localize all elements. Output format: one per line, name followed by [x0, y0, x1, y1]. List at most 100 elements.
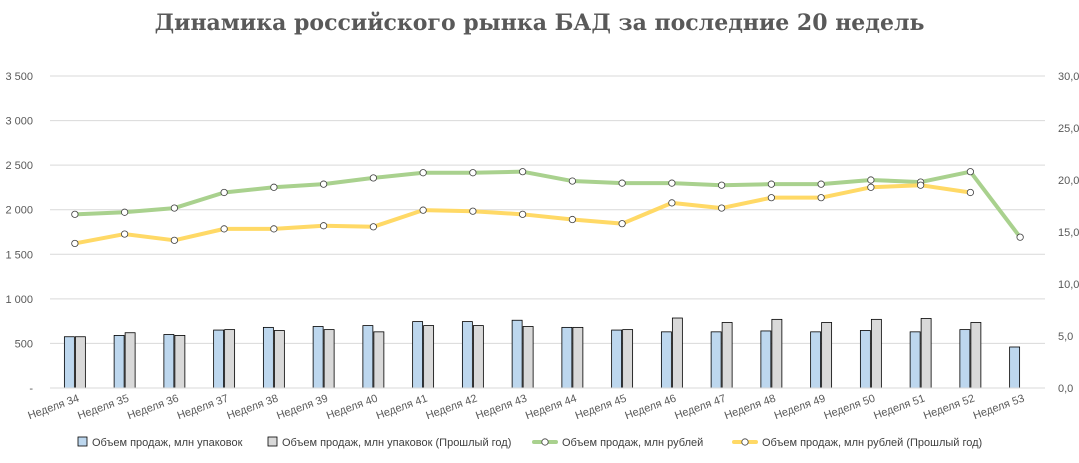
category-label: Неделя 50: [822, 393, 877, 423]
right-axis-tick-label: 25,0: [1058, 123, 1079, 135]
bar: [74, 336, 86, 389]
right-axis-tick-label: 0,0: [1058, 383, 1073, 395]
category-label: Неделя 41: [375, 393, 430, 423]
line-marker: [71, 239, 79, 248]
bar: [163, 334, 175, 389]
bar: [323, 329, 335, 389]
category-label: Неделя 36: [126, 393, 181, 423]
bar: [511, 319, 523, 389]
bar: [859, 330, 871, 389]
bar: [721, 322, 733, 389]
bar: [870, 318, 882, 389]
bar: [959, 329, 971, 389]
line-marker: [767, 194, 775, 202]
line-marker: [618, 220, 626, 228]
line-marker: [369, 174, 377, 182]
legend-swatch: [267, 436, 278, 447]
bar: [273, 330, 285, 389]
line-marker: [966, 168, 974, 176]
chart-title: Динамика российского рынка БАД за послед…: [154, 10, 925, 36]
series-line: [72, 169, 1023, 240]
right-axis-tick-label: 5,0: [1058, 331, 1073, 343]
category-label: Неделя 37: [176, 393, 231, 423]
category-label: Неделя 48: [723, 393, 778, 423]
line-marker: [419, 206, 427, 214]
legend-marker: [541, 438, 549, 446]
bar: [909, 331, 921, 389]
line-marker: [71, 210, 79, 218]
category-label: Неделя 51: [872, 393, 927, 423]
bar: [710, 331, 722, 389]
line-marker: [419, 169, 427, 177]
line-marker: [767, 180, 775, 188]
left-axis-tick-label: 2 000: [5, 205, 33, 217]
line-marker: [220, 188, 228, 197]
category-label: Неделя 47: [673, 393, 728, 423]
line-marker: [270, 225, 278, 233]
left-axis-tick-label: 500: [15, 338, 33, 350]
bar: [561, 326, 573, 389]
line-marker: [867, 183, 875, 191]
category-label: Неделя 42: [424, 393, 479, 423]
line-marker: [817, 180, 825, 188]
right-axis-tick-label: 30,0: [1058, 71, 1079, 83]
category-label: Неделя 40: [325, 393, 380, 423]
legend-swatch: [77, 436, 88, 447]
bar: [312, 326, 324, 389]
line-marker: [519, 210, 527, 218]
line-marker: [469, 207, 477, 215]
line-marker: [917, 181, 925, 189]
bar: [660, 331, 672, 389]
line-marker: [369, 223, 377, 231]
left-axis-tick-label: 1 500: [5, 249, 33, 261]
line-marker: [668, 179, 676, 187]
left-axis-tick-label: -: [29, 383, 33, 395]
category-label: Неделя 35: [76, 393, 131, 423]
bar: [63, 336, 75, 389]
bar: [461, 321, 473, 389]
left-axis-tick-label: 1 000: [5, 294, 33, 306]
left-axis-tick-label: 2 500: [5, 160, 33, 172]
bar: [373, 331, 385, 389]
right-axis-tick-label: 15,0: [1058, 227, 1079, 239]
bar: [224, 329, 236, 389]
bar: [213, 329, 225, 389]
bar: [472, 325, 484, 389]
bar: [611, 329, 623, 389]
line-marker: [867, 176, 875, 184]
legend-label: Объем продаж, млн упаковок: [92, 437, 243, 449]
bar: [262, 326, 274, 389]
line-marker: [320, 222, 328, 230]
category-label: Неделя 46: [623, 393, 678, 423]
line-marker: [1016, 233, 1024, 241]
category-label: Неделя 44: [524, 393, 579, 423]
bar: [1009, 346, 1021, 389]
bar: [572, 326, 584, 389]
line-marker: [568, 215, 576, 224]
line-marker: [966, 188, 974, 197]
category-label: Неделя 49: [773, 393, 828, 423]
bar: [113, 335, 125, 389]
category-label: Неделя 45: [574, 393, 629, 423]
legend-label: Объем продаж, млн рублей: [562, 437, 703, 449]
legend-label: Объем продаж, млн рублей (Прошлый год): [762, 437, 982, 449]
category-label: Неделя 38: [225, 393, 280, 423]
category-label: Неделя 43: [474, 393, 529, 423]
bar: [920, 318, 932, 389]
legend-marker: [741, 438, 749, 446]
line-marker: [220, 225, 228, 233]
category-label: Неделя 39: [275, 393, 330, 423]
line-marker: [121, 230, 129, 238]
bar: [821, 322, 833, 389]
line-marker: [718, 204, 726, 212]
line-marker: [170, 236, 178, 244]
right-axis-tick-label: 10,0: [1058, 279, 1079, 291]
line-marker: [668, 199, 676, 207]
bar: [671, 317, 683, 389]
left-axis-tick-label: 3 000: [5, 116, 33, 128]
line-marker: [618, 179, 626, 187]
category-label: Неделя 52: [922, 393, 977, 423]
right-axis-tick-label: 20,0: [1058, 175, 1079, 187]
bar: [771, 318, 783, 389]
